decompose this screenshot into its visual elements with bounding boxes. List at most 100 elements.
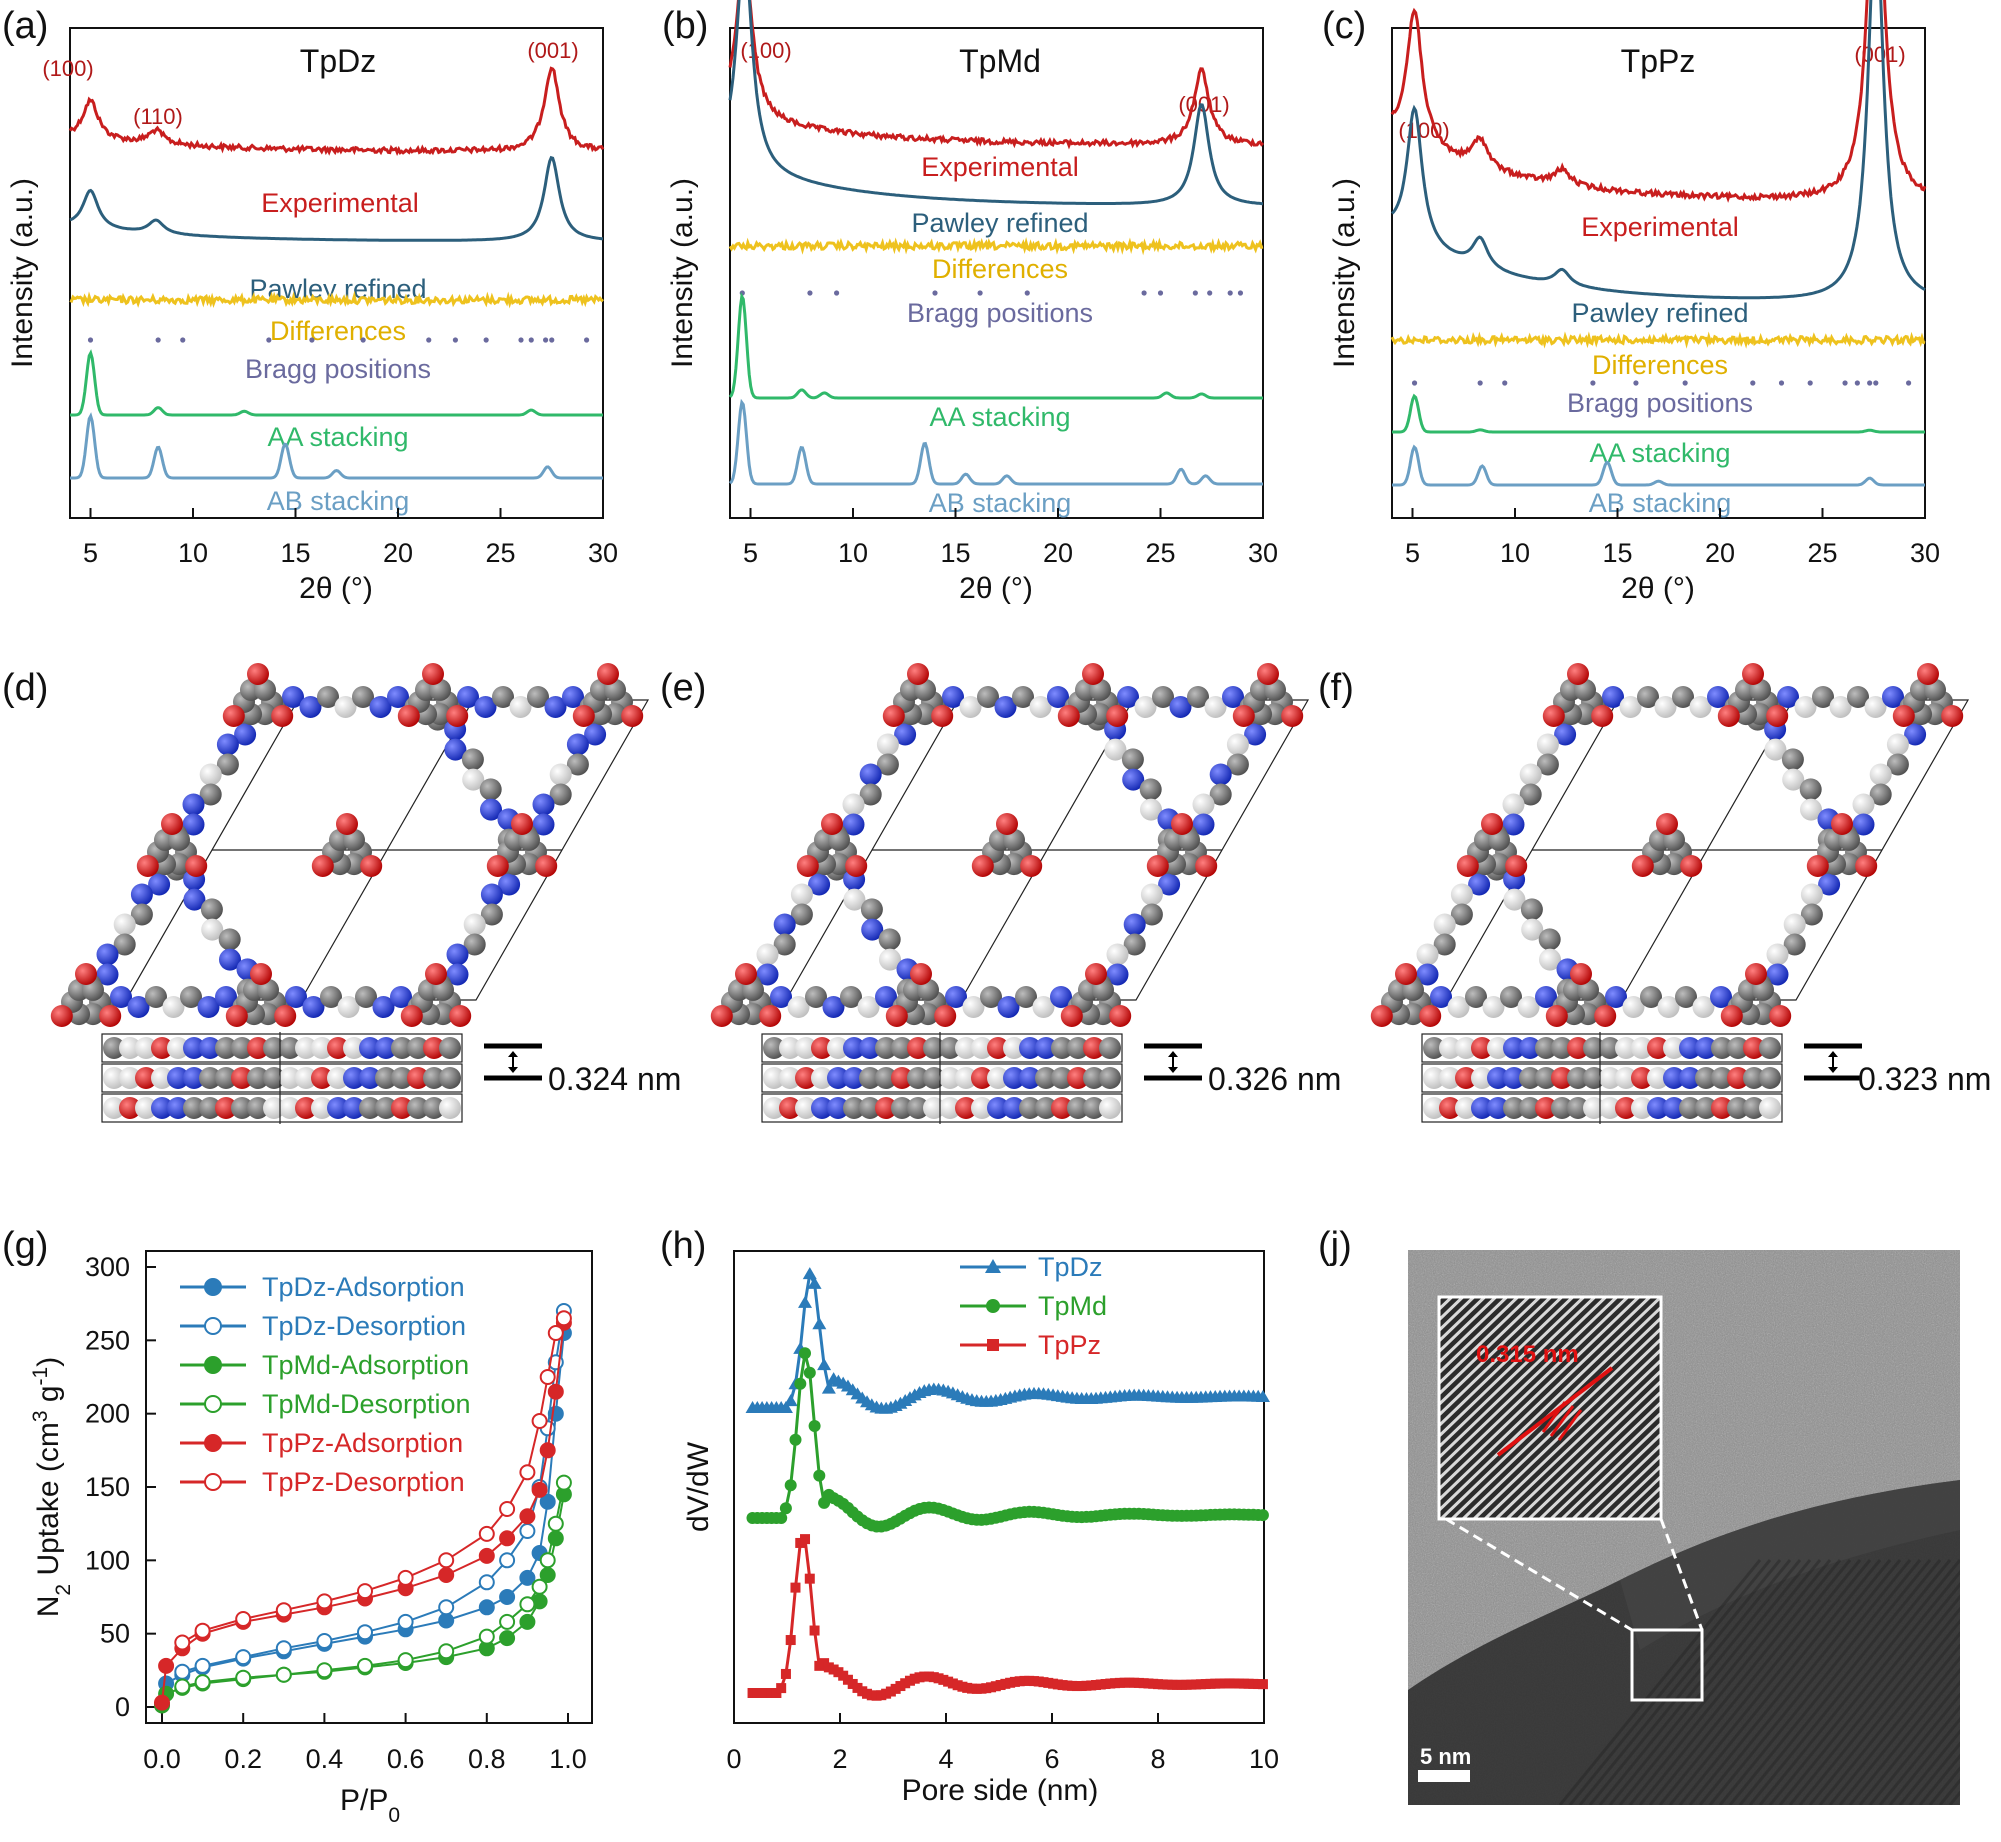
hydrogen-atom — [971, 1037, 993, 1059]
nitrogen-atom — [127, 996, 150, 1018]
inset-fringe-light — [1449, 1315, 1661, 1519]
carbon-atom — [1640, 986, 1662, 1008]
bragg-marker — [1024, 290, 1030, 296]
nitrogen-atom — [151, 1097, 173, 1119]
carbon-atom — [840, 986, 862, 1008]
distribution-point — [790, 1582, 801, 1593]
carbon-atom — [1567, 1097, 1589, 1119]
inset-fringe — [1439, 1297, 1472, 1329]
carbon-atom — [1019, 1097, 1041, 1119]
isotherm-point — [499, 1589, 516, 1605]
tem-fringe — [1698, 1559, 1902, 1805]
nitrogen-atom — [216, 733, 239, 756]
hydrogen-atom — [1539, 948, 1561, 971]
inset-fringe-light — [1166, 1280, 1426, 1530]
pawley-curve — [69, 155, 604, 242]
panel-label-h: (h) — [660, 1225, 706, 1267]
inset-fringe-light — [1439, 1297, 1575, 1428]
bragg-marker — [1227, 290, 1233, 296]
oxygen-atom — [931, 705, 954, 727]
carbon-atom — [215, 1037, 237, 1059]
distribution-point — [785, 1635, 796, 1646]
hydrogen-atom — [1433, 913, 1456, 936]
legend-label: TpMd — [1038, 1291, 1107, 1321]
tem-fringe — [1718, 1559, 1922, 1805]
oxygen-atom — [397, 705, 420, 727]
nitrogen-atom — [480, 798, 502, 821]
bragg-marker — [549, 337, 555, 343]
oxygen-atom — [511, 813, 533, 835]
oxygen-atom — [821, 813, 843, 835]
x-tick-label: 10 — [1500, 538, 1530, 568]
hydrogen-atom — [1521, 918, 1544, 941]
nitrogen-atom — [1519, 1037, 1541, 1059]
xrd-panel-a: (a) Intensity (a.u.) 2θ (°) 5 10 15 20 2… — [2, 5, 618, 605]
carbon-atom — [1083, 1097, 1105, 1119]
carbon-atom — [1743, 1067, 1765, 1089]
series-label-experimental: Experimental — [261, 188, 419, 218]
inset-fringe — [1439, 1297, 1494, 1350]
oxygen-atom — [1057, 705, 1080, 727]
oxygen-atom — [1370, 1005, 1393, 1027]
inset-fringe — [1454, 1320, 1661, 1519]
oxygen-atom — [1570, 963, 1592, 985]
distribution-point — [800, 1534, 811, 1545]
isotherm-panel-g: (g) N2 Uptake (cm3 g-1) P/P0 0.0 0.2 0.4… — [2, 1225, 593, 1827]
tem-fringe — [1908, 1741, 1960, 1805]
isotherm-point — [158, 1657, 175, 1674]
oxygen-atom — [1831, 813, 1853, 835]
carbon-atom — [1012, 686, 1034, 708]
oxygen-atom — [987, 1037, 1009, 1059]
nitrogen-atom — [1695, 1037, 1717, 1059]
hydrogen-atom — [295, 1037, 317, 1059]
carbon-atom — [279, 1037, 301, 1059]
isotherm-point — [519, 1464, 536, 1481]
isotherm-point — [438, 1643, 455, 1660]
inset-fringe-light — [1515, 1379, 1661, 1519]
carbon-atom — [1099, 1037, 1121, 1059]
hydrogen-atom — [795, 1037, 817, 1059]
hydrogen-atom — [334, 696, 357, 718]
bragg-marker — [834, 290, 840, 296]
y-tick-label: 250 — [85, 1325, 130, 1355]
carbon-atom — [1067, 1097, 1089, 1119]
distribution-point — [821, 1381, 836, 1394]
oxygen-atom — [311, 855, 334, 877]
hydrogen-atom — [1783, 913, 1806, 936]
x-tick-label: 0.6 — [387, 1744, 425, 1774]
carbon-atom — [480, 903, 503, 926]
carbon-atom — [1783, 933, 1806, 956]
scale-bar-label: 5 nm — [1420, 1744, 1471, 1769]
oxygen-atom — [1051, 1097, 1073, 1119]
oxygen-atom — [1257, 663, 1279, 685]
inset-fringe — [1439, 1297, 1560, 1413]
carbon-atom — [1015, 986, 1037, 1008]
hydrogen-atom — [1503, 888, 1526, 911]
inset-fringe — [1465, 1330, 1661, 1519]
legend-marker — [204, 1317, 222, 1335]
hydrogen-atom — [295, 1067, 317, 1089]
distribution-point — [778, 1401, 793, 1413]
legend: TpDz TpMd TpPz — [1038, 1252, 1107, 1360]
bragg-marker — [1141, 290, 1147, 296]
series-label-differences: Differences — [270, 316, 406, 346]
hydrogen-atom — [795, 1097, 817, 1119]
bragg-marker — [584, 337, 590, 343]
inset-fringe — [1149, 1280, 1409, 1530]
tem-fringe — [1758, 1559, 1960, 1805]
oxygen-atom — [215, 1097, 237, 1119]
oxygen-atom — [710, 1005, 733, 1027]
carbon-atom — [843, 1097, 865, 1119]
hydrogen-atom — [1471, 1067, 1493, 1089]
spacing-arrow-head — [1828, 1051, 1838, 1073]
inset-fringe — [1531, 1394, 1661, 1519]
hydrogen-atom — [1192, 793, 1215, 816]
oxygen-atom — [231, 1067, 253, 1089]
carbon-atom — [216, 753, 239, 776]
oxygen-atom — [400, 1005, 423, 1027]
tem-fringe — [1608, 1559, 1812, 1805]
inset-fringe — [1171, 1280, 1431, 1530]
carbon-atom — [463, 933, 486, 956]
legend-label: TpPz-Desorption — [262, 1467, 465, 1497]
tem-fringe — [1668, 1559, 1872, 1805]
